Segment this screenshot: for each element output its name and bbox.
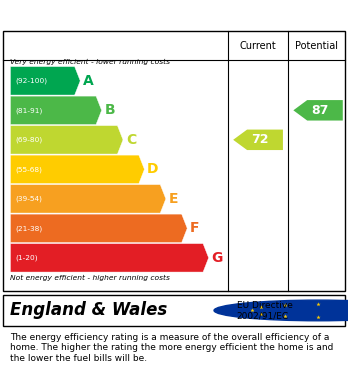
- Text: 72: 72: [251, 133, 269, 146]
- Polygon shape: [10, 96, 102, 125]
- Text: Current: Current: [240, 41, 276, 51]
- Text: Energy Efficiency Rating: Energy Efficiency Rating: [10, 7, 220, 22]
- Text: 2002/91/EC: 2002/91/EC: [237, 312, 289, 321]
- Text: C: C: [126, 133, 136, 147]
- Text: B: B: [104, 103, 115, 117]
- Polygon shape: [293, 100, 343, 120]
- Text: (1-20): (1-20): [16, 255, 38, 261]
- Polygon shape: [10, 185, 166, 213]
- Text: (92-100): (92-100): [16, 77, 48, 84]
- Text: EU Directive: EU Directive: [237, 301, 293, 310]
- Polygon shape: [10, 214, 187, 242]
- Polygon shape: [233, 129, 283, 150]
- Text: Potential: Potential: [295, 41, 338, 51]
- Text: Not energy efficient - higher running costs: Not energy efficient - higher running co…: [10, 275, 170, 282]
- Polygon shape: [10, 66, 80, 95]
- Text: F: F: [190, 221, 199, 235]
- Polygon shape: [10, 155, 144, 183]
- Text: (39-54): (39-54): [16, 196, 43, 202]
- Text: England & Wales: England & Wales: [10, 301, 168, 319]
- Text: (69-80): (69-80): [16, 136, 43, 143]
- Text: 87: 87: [311, 104, 329, 117]
- Text: (81-91): (81-91): [16, 107, 43, 113]
- Text: The energy efficiency rating is a measure of the overall efficiency of a home. T: The energy efficiency rating is a measur…: [10, 333, 334, 362]
- Text: E: E: [169, 192, 178, 206]
- Text: G: G: [212, 251, 223, 265]
- Text: (55-68): (55-68): [16, 166, 43, 172]
- Text: Very energy efficient - lower running costs: Very energy efficient - lower running co…: [10, 59, 171, 65]
- Text: (21-38): (21-38): [16, 225, 43, 231]
- Text: D: D: [147, 162, 159, 176]
- Polygon shape: [10, 126, 123, 154]
- Circle shape: [214, 300, 348, 321]
- Text: A: A: [83, 74, 94, 88]
- Polygon shape: [10, 244, 209, 272]
